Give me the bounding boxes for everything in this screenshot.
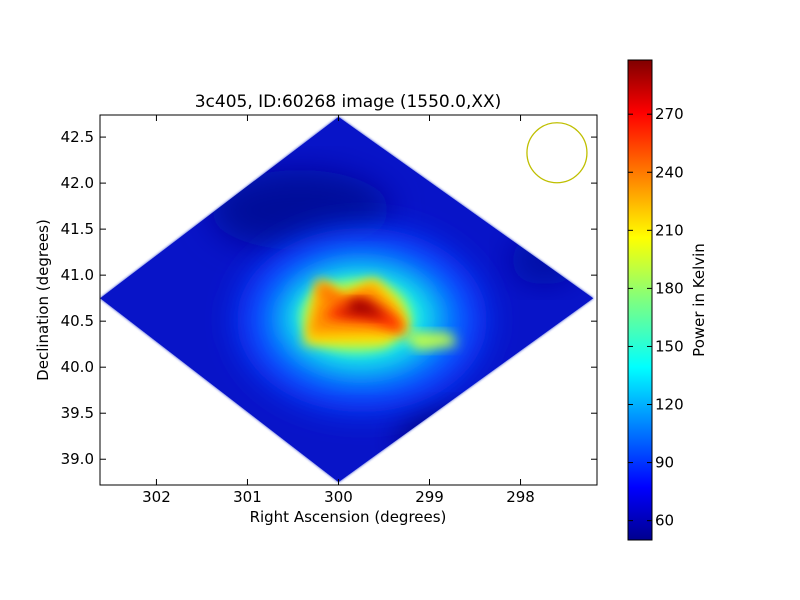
heatmap-footprint xyxy=(100,116,594,483)
plot-area xyxy=(100,116,594,483)
colorbar-tick-label: 270 xyxy=(655,105,684,123)
x-tick-label: 300 xyxy=(324,488,353,506)
y-tick-label: 39.5 xyxy=(61,404,94,422)
core-darkred xyxy=(338,300,388,318)
chart-title: 3c405, ID:60268 image (1550.0,XX) xyxy=(195,92,502,112)
y-tick-label: 42.5 xyxy=(61,128,94,146)
east-lobe xyxy=(400,332,458,350)
colorbar-label: Power in Kelvin xyxy=(690,243,708,357)
colorbar-tick-label: 210 xyxy=(655,221,684,239)
colorbar-tick-label: 60 xyxy=(655,512,674,530)
colorbar-tick-label: 120 xyxy=(655,396,684,414)
colorbar-tick-label: 180 xyxy=(655,279,684,297)
dark-patch xyxy=(510,235,580,285)
colorbar: 60 90 120 150 180 210 240 270 Power in Kelvin xyxy=(627,59,708,541)
y-tick-label: 41.0 xyxy=(61,266,94,284)
x-tick-label: 298 xyxy=(506,488,535,506)
colorbar-tick-label: 150 xyxy=(655,337,684,355)
colorbar-gradient xyxy=(627,59,653,541)
y-axis-label: Declination (degrees) xyxy=(34,219,52,381)
filament xyxy=(318,282,350,310)
beam-circle xyxy=(526,122,588,184)
dark-patch xyxy=(400,410,500,470)
colorbar-tick-label: 90 xyxy=(655,454,674,472)
y-tick-label: 42.0 xyxy=(61,174,94,192)
y-tick-label: 40.0 xyxy=(61,358,94,376)
y-tick-label: 40.5 xyxy=(61,312,94,330)
x-tick-label: 299 xyxy=(415,488,444,506)
x-ticks: 302 301 300 299 298 xyxy=(142,115,535,506)
colorbar-ticks: 60 90 120 150 180 210 240 270 xyxy=(628,105,684,530)
x-axis-label: Right Ascension (degrees) xyxy=(250,508,447,526)
y-tick-label: 41.5 xyxy=(61,220,94,238)
y-ticks: 39.0 39.5 40.0 40.5 41.0 41.5 42.0 42.5 xyxy=(61,128,597,468)
x-tick-label: 301 xyxy=(233,488,262,506)
x-tick-label: 302 xyxy=(142,488,171,506)
y-tick-label: 39.0 xyxy=(61,450,94,468)
axes-frame xyxy=(99,114,598,486)
colorbar-tick-label: 240 xyxy=(655,163,684,181)
